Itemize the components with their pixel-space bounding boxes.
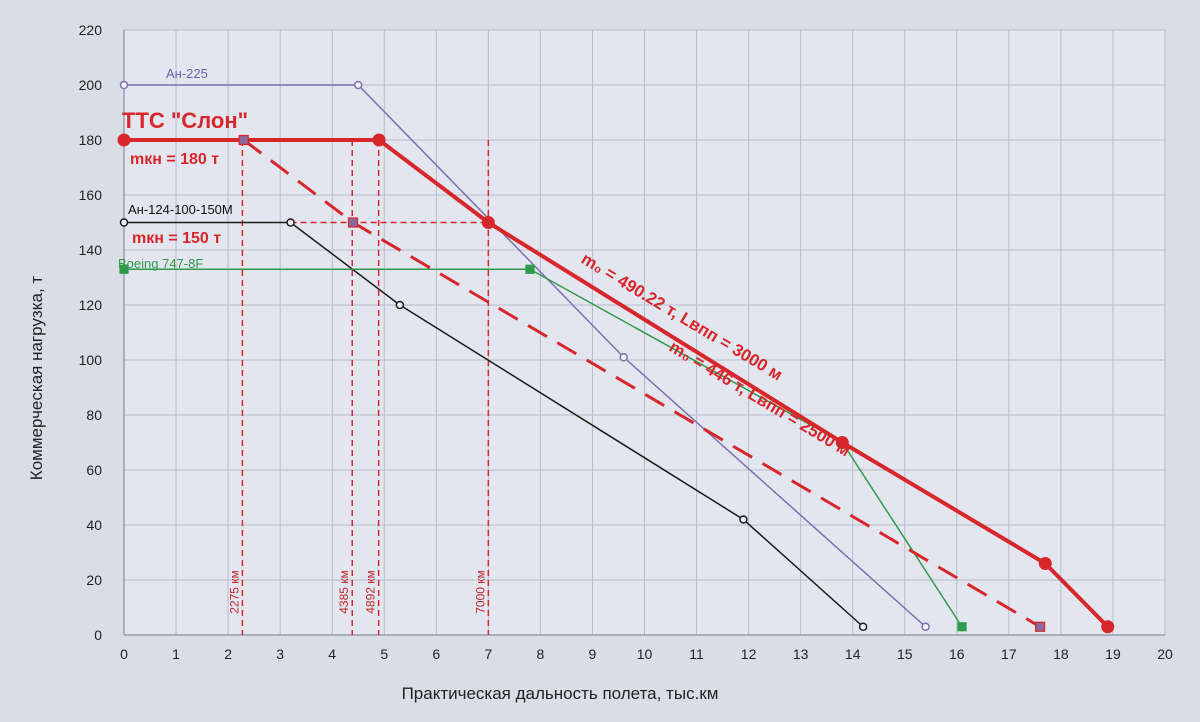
data-point <box>1038 557 1052 570</box>
reference-line-label: 4385 км <box>337 570 351 614</box>
y-tick-label: 0 <box>94 627 102 643</box>
x-tick-label: 1 <box>172 646 180 662</box>
y-tick-label: 160 <box>79 187 103 203</box>
y-tick-label: 40 <box>86 517 102 533</box>
annotation-mkn-150: mкн = 150 т <box>132 230 221 247</box>
data-point <box>1034 621 1046 632</box>
x-tick-label: 16 <box>949 646 965 662</box>
data-point <box>739 515 748 524</box>
series-label-an225: Ан-225 <box>166 66 208 81</box>
data-point <box>921 622 930 631</box>
data-point <box>957 622 967 632</box>
data-point <box>119 218 129 227</box>
data-point <box>353 80 363 90</box>
x-tick-label: 2 <box>224 646 232 662</box>
x-tick-label: 3 <box>276 646 284 662</box>
x-tick-label: 19 <box>1105 646 1121 662</box>
data-point <box>347 217 359 228</box>
y-tick-label: 180 <box>79 132 103 148</box>
x-tick-label: 18 <box>1053 646 1069 662</box>
y-tick-label: 220 <box>79 22 103 38</box>
x-axis-title: Практическая дальность полета, тыс.км <box>402 684 719 703</box>
data-point <box>119 264 129 274</box>
y-tick-label: 80 <box>86 407 102 423</box>
data-point <box>835 436 849 449</box>
x-tick-label: 8 <box>537 646 545 662</box>
x-tick-label: 14 <box>845 646 861 662</box>
x-tick-label: 15 <box>897 646 913 662</box>
series-label-b747: Boeing 747-8F <box>118 256 203 271</box>
x-tick-label: 7 <box>484 646 492 662</box>
x-tick-label: 10 <box>637 646 653 662</box>
x-tick-label: 5 <box>380 646 388 662</box>
x-tick-label: 4 <box>328 646 336 662</box>
series-line-3 <box>124 138 1110 629</box>
data-point <box>858 622 868 631</box>
data-point <box>372 133 386 147</box>
data-point <box>395 300 405 310</box>
y-tick-label: 20 <box>86 572 102 588</box>
x-tick-label: 17 <box>1001 646 1017 662</box>
reference-line-label: 7000 км <box>473 570 487 614</box>
x-tick-label: 20 <box>1157 646 1173 662</box>
y-axis-title: Коммерческая нагрузка, т <box>27 276 46 481</box>
data-point <box>525 264 535 274</box>
axes: 0 1 2 3 4 5 6 7 8 9 10 11 12 13 14 15 16 17 18 19 2002040608… <box>79 22 1173 662</box>
data-point <box>619 353 628 362</box>
x-tick-label: 11 <box>689 646 704 662</box>
data-point <box>238 134 249 146</box>
y-tick-label: 60 <box>86 462 102 478</box>
reference-line-label: 4892 км <box>364 570 378 614</box>
x-tick-label: 0 <box>120 646 128 662</box>
y-tick-label: 200 <box>79 77 103 93</box>
data-point <box>481 216 495 229</box>
y-tick-label: 140 <box>79 242 103 258</box>
data-point <box>1101 620 1115 634</box>
data-point <box>119 80 129 90</box>
x-tick-label: 12 <box>741 646 757 662</box>
y-tick-label: 100 <box>79 352 103 368</box>
y-tick-label: 120 <box>79 297 103 313</box>
data-point <box>286 218 295 227</box>
x-tick-label: 9 <box>589 646 597 662</box>
series-line-2 <box>124 268 963 628</box>
series-markers <box>117 80 1115 634</box>
x-tick-label: 6 <box>432 646 440 662</box>
annotation-mkn-180: mкн = 180 т <box>130 151 219 168</box>
data-point <box>117 133 131 147</box>
series-label-an124: Ан-124-100-150М <box>128 202 233 217</box>
annotation-tts-title: ТТС "Слон" <box>122 108 248 133</box>
reference-line-label: 2275 км <box>227 570 241 614</box>
x-tick-label: 13 <box>793 646 809 662</box>
